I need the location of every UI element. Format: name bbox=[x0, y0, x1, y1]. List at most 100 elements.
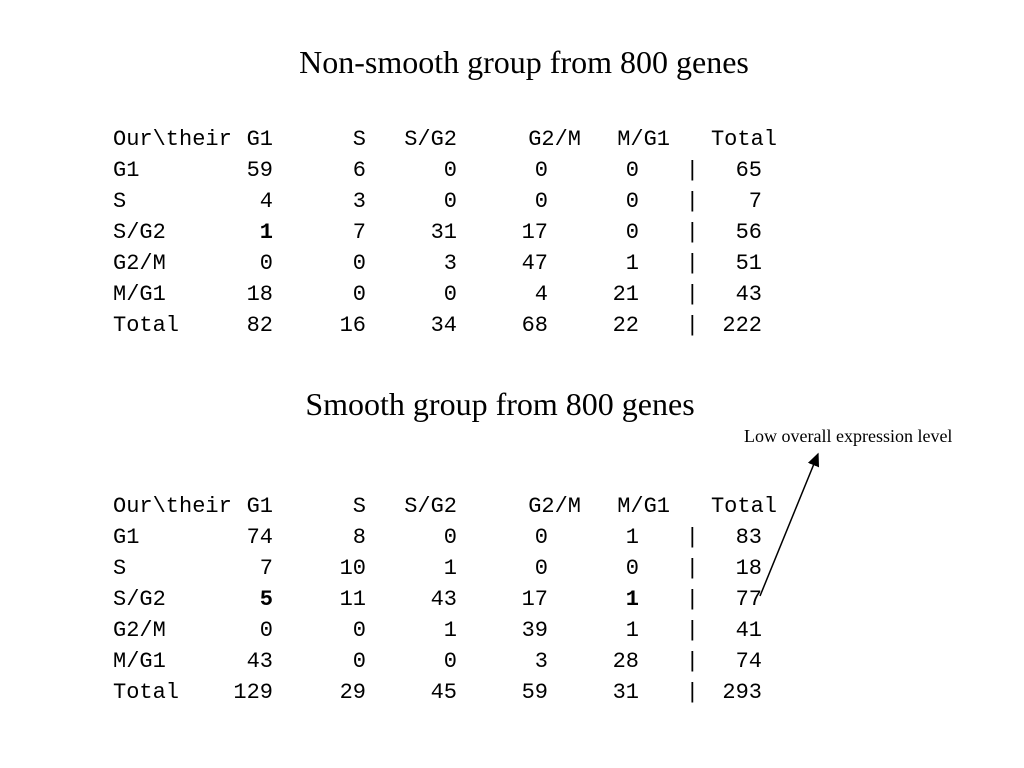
header-mg1: M/G1 bbox=[617, 494, 670, 519]
cell-g1: 59 bbox=[246, 158, 273, 183]
table-row: M/G1 43 0 0 3 28 | 74 bbox=[113, 646, 911, 677]
header-corner: Our\their bbox=[113, 494, 232, 519]
header-g2m: G2/M bbox=[528, 494, 581, 519]
header-g1: G1 bbox=[246, 127, 273, 152]
cell-mg1: 0 bbox=[625, 220, 639, 245]
table-row: G2/M 0 0 3 47 1 | 51 bbox=[113, 248, 911, 279]
cell-s: 3 bbox=[352, 189, 366, 214]
table2-title: Smooth group from 800 genes bbox=[305, 386, 695, 422]
row-label: M/G1 bbox=[113, 649, 166, 674]
cell-total: 77 bbox=[735, 587, 762, 612]
table-row: S/G2 1 7 31 17 0 | 56 bbox=[113, 217, 911, 248]
cell-s: 7 bbox=[352, 220, 366, 245]
cell-g1: 5 bbox=[259, 587, 273, 612]
cell-g1: 0 bbox=[259, 618, 273, 643]
cell-mg1: 1 bbox=[625, 618, 639, 643]
cell-total: 56 bbox=[735, 220, 762, 245]
cell-g1: 4 bbox=[259, 189, 273, 214]
table1-title: Non-smooth group from 800 genes bbox=[299, 44, 749, 80]
row-label: G1 bbox=[113, 525, 140, 550]
cell-g1: 18 bbox=[246, 282, 273, 307]
cell-s: 16 bbox=[339, 313, 366, 338]
header-total: Total bbox=[710, 127, 777, 152]
cell-total: 293 bbox=[722, 680, 762, 705]
cell-sg2: 43 bbox=[430, 587, 457, 612]
cell-sg2: 0 bbox=[443, 158, 457, 183]
cell-sg2: 45 bbox=[430, 680, 457, 705]
header-row: Our\their G1 S S/G2 G2/M M/G1 Total bbox=[113, 124, 911, 155]
cell-mg1: 31 bbox=[612, 680, 639, 705]
cell-s: 0 bbox=[352, 251, 366, 276]
cell-total: 74 bbox=[735, 649, 762, 674]
cell-g2m: 68 bbox=[521, 313, 548, 338]
header-s: S bbox=[352, 494, 366, 519]
cell-sg2: 0 bbox=[443, 189, 457, 214]
row-label: Total bbox=[113, 313, 180, 338]
cell-mg1: 0 bbox=[625, 556, 639, 581]
cell-total: 18 bbox=[735, 556, 762, 581]
table-row: G1 59 6 0 0 0 | 65 bbox=[113, 155, 911, 186]
separator: | bbox=[685, 189, 699, 214]
cell-g2m: 0 bbox=[534, 525, 548, 550]
separator: | bbox=[685, 251, 699, 276]
cell-g1: 1 bbox=[259, 220, 273, 245]
table-row: S/G2 5 11 43 17 1 | 77 bbox=[113, 584, 911, 615]
cell-sg2: 3 bbox=[443, 251, 457, 276]
table-row: M/G1 18 0 0 4 21 | 43 bbox=[113, 279, 911, 310]
row-label: S/G2 bbox=[113, 587, 166, 612]
cell-g2m: 4 bbox=[534, 282, 548, 307]
header-row: Our\their G1 S S/G2 G2/M M/G1 Total bbox=[113, 491, 911, 522]
row-label: G2/M bbox=[113, 251, 166, 276]
header-sg2: S/G2 bbox=[404, 494, 457, 519]
cell-g2m: 39 bbox=[521, 618, 548, 643]
cell-mg1: 22 bbox=[612, 313, 639, 338]
separator: | bbox=[685, 220, 699, 245]
cell-total: 41 bbox=[735, 618, 762, 643]
separator: | bbox=[685, 525, 699, 550]
table-row: G2/M 0 0 1 39 1 | 41 bbox=[113, 615, 911, 646]
row-label: G1 bbox=[113, 158, 140, 183]
cell-total: 43 bbox=[735, 282, 762, 307]
cell-total: 7 bbox=[748, 189, 762, 214]
cell-s: 0 bbox=[352, 282, 366, 307]
cell-total: 222 bbox=[722, 313, 762, 338]
table-row: S 4 3 0 0 0 | 7 bbox=[113, 186, 911, 217]
table1: Our\their G1 S S/G2 G2/M M/G1 Total G1 59 6 0 0 0 | 65… bbox=[113, 124, 911, 341]
cell-mg1: 28 bbox=[612, 649, 639, 674]
cell-s: 0 bbox=[352, 649, 366, 674]
table-row: G1 74 8 0 0 1 | 83 bbox=[113, 522, 911, 553]
header-sg2: S/G2 bbox=[404, 127, 457, 152]
cell-s: 8 bbox=[352, 525, 366, 550]
cell-g1: 129 bbox=[233, 680, 273, 705]
cell-sg2: 1 bbox=[443, 556, 457, 581]
header-g2m: G2/M bbox=[528, 127, 581, 152]
cell-mg1: 0 bbox=[625, 158, 639, 183]
cell-g2m: 17 bbox=[521, 220, 548, 245]
separator: | bbox=[685, 587, 699, 612]
separator: | bbox=[685, 313, 699, 338]
cell-sg2: 34 bbox=[430, 313, 457, 338]
row-label: S bbox=[113, 556, 127, 581]
cell-s: 10 bbox=[339, 556, 366, 581]
cell-s: 6 bbox=[352, 158, 366, 183]
row-label: M/G1 bbox=[113, 282, 166, 307]
cell-mg1: 1 bbox=[625, 587, 639, 612]
table-row: Total 82 16 34 68 22 | 222 bbox=[113, 310, 911, 341]
table2: Our\their G1 S S/G2 G2/M M/G1 Total G1 74 8 0 0 1 | 83… bbox=[113, 491, 911, 708]
table-row: S 7 10 1 0 0 | 18 bbox=[113, 553, 911, 584]
cell-mg1: 21 bbox=[612, 282, 639, 307]
row-label: S/G2 bbox=[113, 220, 166, 245]
cell-total: 83 bbox=[735, 525, 762, 550]
cell-g2m: 47 bbox=[521, 251, 548, 276]
cell-mg1: 1 bbox=[625, 525, 639, 550]
cell-s: 29 bbox=[339, 680, 366, 705]
cell-g2m: 3 bbox=[534, 649, 548, 674]
cell-sg2: 0 bbox=[443, 525, 457, 550]
cell-s: 0 bbox=[352, 618, 366, 643]
cell-g2m: 0 bbox=[534, 158, 548, 183]
cell-g1: 0 bbox=[259, 251, 273, 276]
cell-g2m: 0 bbox=[534, 556, 548, 581]
cell-g2m: 17 bbox=[521, 587, 548, 612]
cell-sg2: 0 bbox=[443, 282, 457, 307]
header-mg1: M/G1 bbox=[617, 127, 670, 152]
